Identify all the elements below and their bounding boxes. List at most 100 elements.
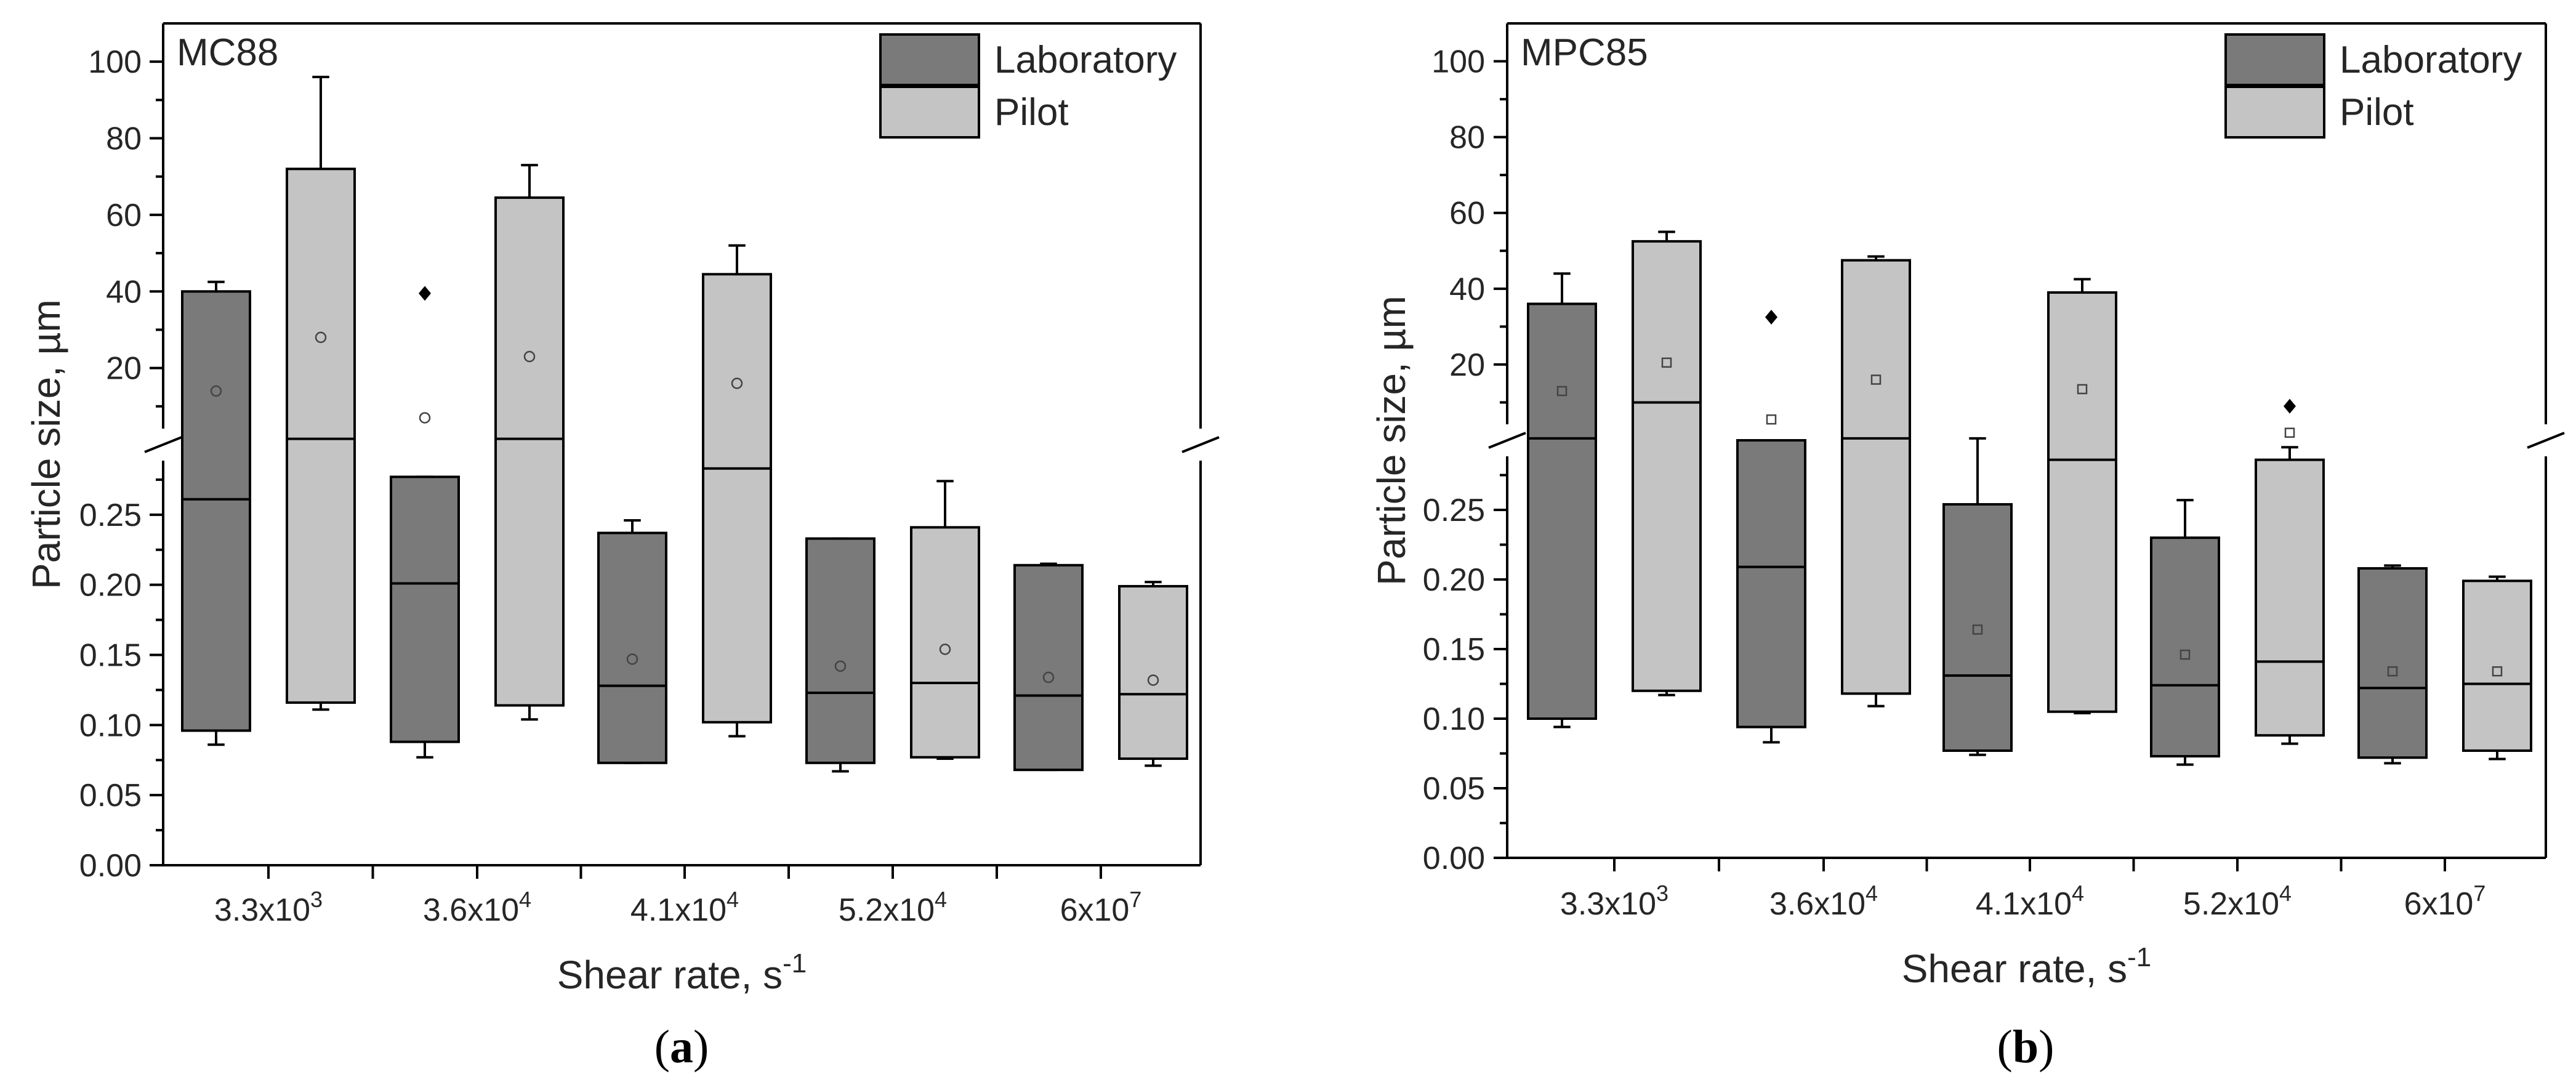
y-tick-label: 0.05: [79, 778, 142, 813]
x-axis-title-sup: -1: [2127, 942, 2151, 972]
box-pilot-2: [702, 244, 772, 738]
x-tick-label-exp: 7: [2473, 881, 2485, 906]
x-tick-label: 6x107: [1060, 887, 1142, 928]
legend-label-laboratory: Laboratory: [2340, 39, 2522, 81]
box-laboratory-0: [181, 280, 251, 746]
box-pilot-3: [2255, 398, 2325, 745]
mean-marker: [731, 377, 743, 389]
mean-marker: [2492, 666, 2503, 677]
legend: Laboratory Pilot: [879, 33, 1177, 139]
x-tick-label-exp: 4: [2279, 881, 2292, 906]
mean-marker: [939, 644, 951, 655]
mean-marker: [1042, 671, 1055, 684]
x-tick-label: 5.2x104: [2183, 881, 2292, 922]
mean-marker: [1661, 357, 1672, 368]
box-iqr: [2150, 536, 2220, 758]
box-iqr: [1841, 259, 1911, 695]
box-pilot-0: [1632, 230, 1702, 696]
box-iqr: [597, 531, 667, 764]
box-iqr: [494, 196, 565, 707]
mean-marker: [2284, 427, 2295, 438]
panel-label-close: ): [2039, 1021, 2054, 1073]
x-tick-label-exp: 4: [935, 887, 947, 912]
y-tick-label: 0.00: [1423, 841, 1485, 876]
mean-marker: [1556, 386, 1568, 397]
x-tick-label: 3.3x103: [214, 887, 323, 928]
chart-panel-a: 0.00 0.05 0.10 0.15 0.20 0.25 20 40 60 80 100 3.3x1…: [24, 22, 1220, 1073]
y-tick-label: 0.10: [79, 708, 142, 743]
box-iqr: [1942, 503, 2013, 752]
mean-marker: [315, 331, 327, 344]
x-tick-label-exp: 3: [310, 887, 323, 912]
x-tick-label-exp: 4: [2072, 881, 2084, 906]
box-iqr: [2462, 579, 2532, 752]
legend-label-laboratory: Laboratory: [994, 39, 1177, 81]
mean-marker: [1870, 374, 1882, 385]
y-tick-label: 0.25: [79, 498, 142, 533]
mean-marker: [1972, 624, 1983, 635]
x-tick-label-base: 5.2x10: [839, 892, 935, 928]
box-iqr: [805, 537, 875, 764]
y-tick-label: 0.20: [1423, 562, 1485, 598]
panel-label: (a): [654, 1021, 709, 1073]
x-tick-label: 6x107: [2404, 881, 2486, 922]
x-axis-title: Shear rate, s-1: [1902, 942, 2152, 991]
x-axis-title-base: Shear rate, s: [557, 953, 783, 997]
box-laboratory-2: [597, 519, 667, 764]
y-tick-label: 20: [1449, 347, 1485, 383]
legend: Laboratory Pilot: [2224, 33, 2522, 139]
y-tick-label: 80: [1449, 120, 1485, 156]
x-tick-label: 3.3x103: [1560, 881, 1668, 922]
mean-marker: [1766, 414, 1777, 425]
y-axis-title: Particle size, µm: [24, 299, 68, 589]
panel-label-open: (: [1997, 1021, 2013, 1073]
y-tick-label: 60: [1449, 196, 1485, 232]
x-tick-label-base: 3.6x10: [1769, 886, 1866, 922]
x-axis-title-sup: -1: [783, 948, 807, 979]
x-tick-label: 4.1x104: [630, 887, 739, 928]
x-tick-label-base: 3.3x10: [214, 892, 310, 928]
box-pilot-3: [910, 480, 980, 760]
legend-label-pilot: Pilot: [994, 91, 1069, 134]
box-iqr: [2047, 291, 2117, 713]
legend-label-pilot: Pilot: [2340, 91, 2414, 134]
box-iqr: [702, 273, 772, 724]
x-tick-label-base: 4.1x10: [1976, 886, 2072, 922]
axis-break-mark-right: [1181, 436, 1220, 453]
box-laboratory-0: [1527, 272, 1597, 729]
y-tick-label: 60: [106, 198, 142, 233]
mean-marker: [210, 385, 222, 397]
x-tick-label-base: 3.6x10: [423, 892, 519, 928]
y-tick-label: 0.05: [1423, 771, 1485, 807]
panel-label-letter: b: [2013, 1021, 2039, 1073]
box-iqr: [286, 168, 356, 704]
box-iqr: [1118, 584, 1188, 760]
axis-break-mark-left: [1488, 432, 1526, 449]
box-pilot-1: [494, 164, 565, 721]
y-tick-label: 20: [106, 351, 142, 387]
y-tick-label: 0.15: [79, 638, 142, 674]
mean-marker: [626, 653, 638, 665]
box-pilot-0: [286, 76, 356, 711]
y-tick-label: 0.25: [1423, 493, 1485, 528]
mean-marker: [523, 350, 536, 363]
mean-marker: [834, 660, 847, 672]
y-tick-label: 0.10: [1423, 701, 1485, 737]
box-iqr: [2255, 458, 2325, 737]
y-tick-label: 80: [106, 121, 142, 157]
mean-marker: [2387, 666, 2398, 677]
x-tick-label-exp: 4: [727, 887, 739, 912]
box-iqr: [1632, 240, 1702, 692]
x-tick-label: 3.6x104: [423, 887, 531, 928]
y-tick-label: 0.15: [1423, 632, 1485, 668]
legend-swatch-pilot: [2224, 86, 2325, 139]
x-tick-label-base: 4.1x10: [630, 892, 727, 928]
chart-panel-b: 0.00 0.05 0.10 0.15 0.20 0.25 20 40 60 80 100 3.3x1…: [1369, 22, 2565, 1073]
x-tick-label-exp: 4: [1866, 881, 1878, 906]
axis-break-mark-right: [2527, 432, 2565, 449]
y-tick-label: 100: [1431, 44, 1485, 80]
x-tick-label-exp: 7: [1129, 887, 1141, 912]
x-tick-label-exp: 3: [1656, 881, 1668, 906]
box-laboratory-4: [1013, 562, 1084, 772]
x-tick-label-base: 6x10: [2404, 886, 2474, 922]
